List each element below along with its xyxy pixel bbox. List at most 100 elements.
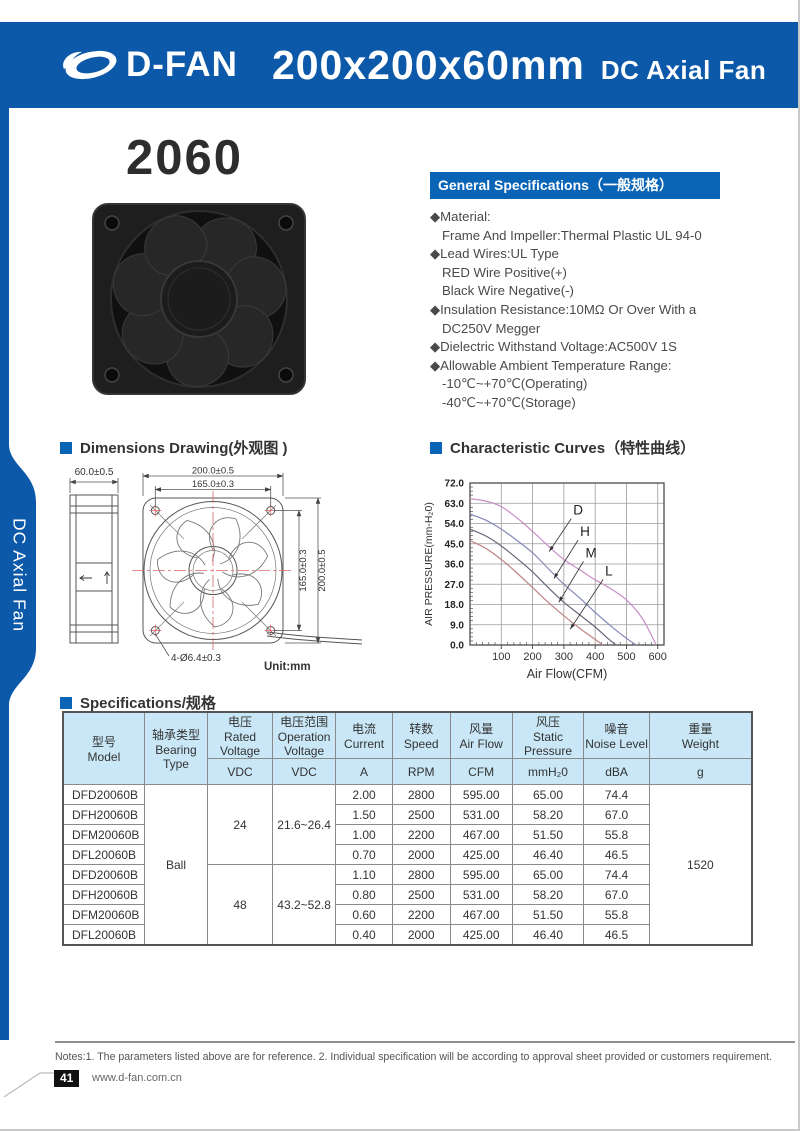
- dim-hole-pitch-label: 165.0±0.3: [192, 479, 234, 490]
- unit-g: g: [648, 758, 753, 785]
- dimensions-drawing: 60.0±0.5: [69, 466, 363, 673]
- svg-text:9.0: 9.0: [450, 620, 464, 631]
- range-24-cell: 21.6~26.4: [271, 784, 337, 865]
- spec-line: ◆Allowable Ambient Temperature Range:: [430, 357, 672, 373]
- spec-line: -10℃~+70℃(Operating): [442, 376, 588, 392]
- footer-notes: Notes:1. The parameters listed above are…: [55, 1051, 773, 1063]
- section-bullet-icon: [60, 696, 72, 709]
- svg-text:45.0: 45.0: [445, 539, 465, 550]
- svg-text:200: 200: [523, 651, 541, 663]
- spec-line: ◆Insulation Resistance:10MΩ Or Over With…: [430, 301, 697, 317]
- spec-line: ◆Dielectric Withstand Voltage:AC500V 1S: [430, 339, 677, 355]
- general-specs-section: General Specifications（一般规格） ◆Material: …: [430, 172, 720, 413]
- col-header-weight: 重量 Weight: [648, 711, 753, 759]
- svg-text:600: 600: [649, 651, 667, 663]
- svg-text:36.0: 36.0: [445, 560, 465, 571]
- svg-text:54.0: 54.0: [445, 519, 465, 530]
- page-title: 200x200x60mm: [271, 41, 585, 88]
- curves-plot: 100 200 300 400 500 600 0.0 9.0 18.0 27.0 36.0 45.0…: [423, 479, 667, 682]
- svg-text:100: 100: [492, 651, 510, 663]
- unit-vdc: VDC: [271, 758, 337, 785]
- svg-text:L: L: [605, 563, 613, 578]
- dim-holes-label: 4-Ø6.4±0.3: [171, 653, 221, 664]
- unit-label: Unit:mm: [264, 661, 311, 673]
- model-number: 2060: [126, 131, 244, 185]
- brand-logo: D-FAN: [60, 43, 238, 87]
- spec-line: ◆Material:: [430, 209, 491, 224]
- col-header-rated-voltage: 电压 Rated Voltage: [207, 711, 273, 759]
- centerlines: [132, 491, 294, 653]
- spec-line: ◆Lead Wires:UL Type: [430, 246, 559, 262]
- voltage-24-cell: 24: [207, 784, 273, 865]
- svg-text:H: H: [580, 524, 590, 539]
- dim-height-label: 200.0±0.5: [317, 549, 328, 591]
- svg-text:Air Flow(CFM): Air Flow(CFM): [527, 667, 608, 681]
- header-titles: 200x200x60mm DC Axial Fan: [272, 42, 766, 89]
- spec-line: Frame And Impeller:Thermal Plastic UL 94…: [442, 227, 702, 243]
- voltage-48-cell: 48: [207, 864, 273, 946]
- page-number-badge: 41: [54, 1070, 80, 1087]
- front-view-blades: [157, 517, 269, 628]
- hole-center-marks: [149, 504, 277, 637]
- svg-text:72.0: 72.0: [445, 479, 465, 490]
- width-dimension: [142, 473, 284, 507]
- fan-product-photo: [92, 203, 306, 395]
- brand-name: D-FAN: [126, 45, 238, 84]
- col-header-noise: 噪音 Noise Level: [583, 711, 650, 759]
- weight-cell: 1520: [648, 784, 753, 946]
- dfan-logo-icon: [63, 50, 117, 80]
- svg-text:400: 400: [586, 651, 604, 663]
- header-bar: D-FAN 200x200x60mm DC Axial Fan: [0, 22, 798, 108]
- svg-text:18.0: 18.0: [445, 600, 465, 611]
- spec-table-section-title: Specifications/规格: [60, 692, 216, 713]
- unit-cfm: CFM: [449, 758, 513, 785]
- spec-line: Black Wire Negative(-): [442, 283, 574, 299]
- svg-text:27.0: 27.0: [445, 580, 465, 591]
- table-row: DFM20060B 0.60 2200 467.00 51.50 55.8: [62, 904, 752, 925]
- dim-depth-label: 60.0±0.5: [75, 467, 114, 478]
- page-corner-line: [3, 1072, 54, 1098]
- dimensions-section-title: Dimensions Drawing(外观图 ): [60, 437, 288, 458]
- col-header-model: 型号 Model: [62, 711, 145, 785]
- col-header-operation-voltage: 电压范围 Operation Voltage: [271, 711, 337, 759]
- table-row: DFH20060B 0.80 2500 531.00 58.20 67.0: [62, 884, 752, 905]
- dim-hole-pitch-v-label: 165.0±0.3: [298, 549, 309, 591]
- col-header-speed: 转数 Speed: [391, 711, 451, 759]
- sidebar-tab-shape: [0, 444, 36, 706]
- svg-text:0.0: 0.0: [450, 641, 464, 652]
- curves-section-title: Characteristic Curves（特性曲线）: [430, 437, 695, 458]
- svg-text:300: 300: [555, 651, 573, 663]
- spec-line: -40℃~+70℃(Storage): [442, 394, 576, 410]
- depth-dimension: [69, 478, 119, 493]
- page-subtitle: DC Axial Fan: [600, 54, 767, 85]
- col-header-current: 电流 Current: [335, 711, 393, 759]
- unit-rpm: RPM: [391, 758, 451, 785]
- col-header-airflow: 风量 Air Flow: [449, 711, 513, 759]
- airflow-direction-arrows: [79, 571, 110, 584]
- dim-width-label: 200.0±0.5: [192, 466, 234, 477]
- height-dimensions: [274, 497, 321, 644]
- col-header-pressure: 风压 Static Pressure: [511, 711, 585, 759]
- table-row: DFL20060B 0.70 2000 425.00 46.40 46.5: [62, 844, 752, 865]
- website-url: www.d-fan.com.cn: [92, 1072, 182, 1084]
- holes-leader-line: [154, 633, 170, 657]
- specifications-table: 型号 Model 轴承类型 Bearing Type 电压 Rated Voltage…: [62, 711, 753, 946]
- svg-text:AIR PRESSURE(mm-H₂0): AIR PRESSURE(mm-H₂0): [423, 502, 435, 626]
- table-row: DFD20060B 48 43.2~52.8 1.10 2800 595.00 …: [62, 864, 752, 946]
- section-bullet-icon: [60, 441, 72, 454]
- lead-wires: [266, 631, 363, 645]
- bearing-type-cell: Ball: [143, 784, 209, 946]
- unit-a: A: [335, 758, 393, 785]
- svg-text:500: 500: [617, 651, 635, 663]
- general-specs-title: General Specifications（一般规格）: [430, 172, 720, 199]
- general-specs-list: ◆Material: Frame And Impeller:Thermal Pl…: [430, 208, 720, 413]
- table-row: DFD20060B Ball 24 21.6~26.4 2.00 2800 59…: [62, 784, 753, 946]
- svg-text:D: D: [573, 503, 583, 518]
- range-48-cell: 43.2~52.8: [271, 864, 337, 946]
- unit-dba: dBA: [583, 758, 650, 785]
- sidebar-category-label: DC Axial Fan: [9, 517, 30, 633]
- mounting-holes: [104, 215, 294, 383]
- unit-vdc: VDC: [207, 758, 273, 785]
- svg-text:63.0: 63.0: [445, 499, 465, 510]
